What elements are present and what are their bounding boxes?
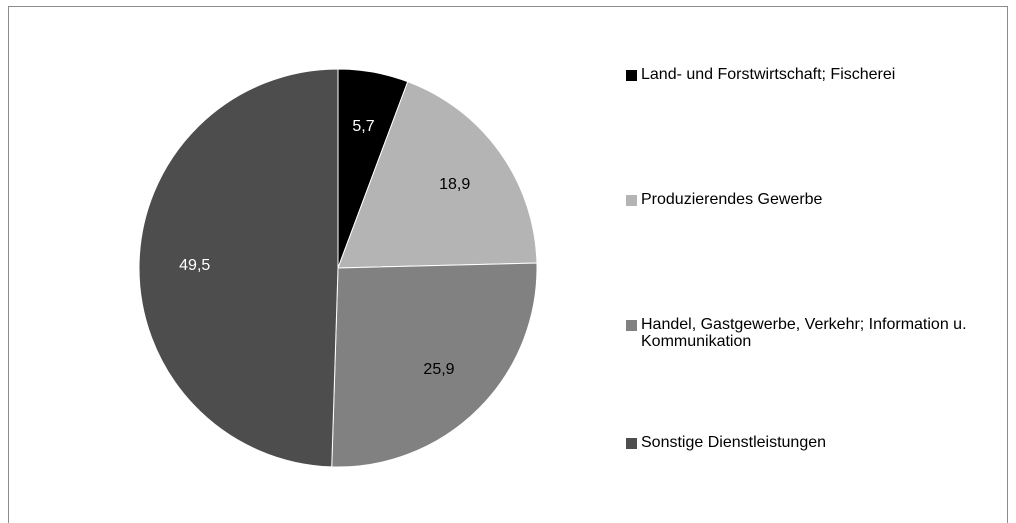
legend-label: Sonstige Dienstleistungen: [641, 434, 827, 451]
pie-data-label-0: 5,7: [352, 118, 374, 135]
legend-item-sonstige: Sonstige Dienstleistungen: [626, 434, 826, 451]
pie-data-label-2: 25,9: [423, 361, 454, 378]
legend-swatch: [626, 70, 637, 81]
legend-item-handel: Handel, Gastgewerbe, Verkehr; Informatio…: [626, 316, 1001, 350]
legend-item-produzierendes: Produzierendes Gewerbe: [626, 191, 822, 208]
pie-slice-2: [331, 262, 538, 468]
pie-chart: 5,7 18,9 25,9 49,5: [138, 68, 538, 468]
legend-label: Handel, Gastgewerbe, Verkehr; Informatio…: [641, 316, 967, 350]
legend-item-land-forst: Land- und Forstwirtschaft; Fischerei: [626, 66, 895, 83]
pie-slice-1: [337, 80, 538, 269]
legend-swatch: [626, 195, 637, 206]
legend-label: Land- und Forstwirtschaft; Fischerei: [641, 66, 896, 83]
pie-slice-3: [138, 68, 339, 468]
pie-data-label-1: 18,9: [439, 176, 470, 193]
pie-data-label-3: 49,5: [179, 257, 210, 274]
legend: Land- und Forstwirtschaft; Fischerei Pro…: [626, 0, 1016, 523]
legend-swatch: [626, 438, 637, 449]
legend-label: Produzierendes Gewerbe: [641, 191, 823, 208]
legend-swatch: [626, 320, 637, 331]
